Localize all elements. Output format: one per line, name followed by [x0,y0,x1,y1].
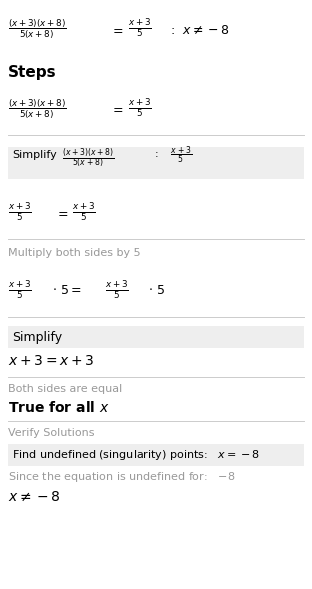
Text: Verify Solutions: Verify Solutions [8,428,95,438]
Text: Simplify: Simplify [12,330,62,343]
Text: $=$: $=$ [110,24,124,37]
Text: $\frac{(x+3)(x+8)}{5(x+8)}$: $\frac{(x+3)(x+8)}{5(x+8)}$ [8,97,67,121]
Text: $x\neq -8$: $x\neq -8$ [182,24,230,37]
Text: $=$: $=$ [110,102,124,115]
Text: $\frac{x+3}{5}$: $\frac{x+3}{5}$ [105,279,129,301]
Bar [8,147,304,179]
Text: Simplify: Simplify [12,150,57,160]
Text: $: \quad \frac{x+3}{5}$: $: \quad \frac{x+3}{5}$ [152,144,192,166]
Text: True for all $x$: True for all $x$ [8,399,110,415]
Text: $\frac{x+3}{5}$: $\frac{x+3}{5}$ [8,279,32,301]
Text: $\cdot\ 5 =$: $\cdot\ 5 =$ [52,284,82,297]
Text: Multiply both sides by 5: Multiply both sides by 5 [8,248,141,258]
Text: $\frac{(x+3)(x+8)}{5(x+8)}$: $\frac{(x+3)(x+8)}{5(x+8)}$ [62,147,115,170]
Text: $=$: $=$ [55,207,69,220]
Text: $\frac{x+3}{5}$: $\frac{x+3}{5}$ [128,97,152,119]
Text: $\frac{x+3}{5}$: $\frac{x+3}{5}$ [72,201,96,223]
Text: $x+3=x+3$: $x+3=x+3$ [8,354,95,368]
Text: Both sides are equal: Both sides are equal [8,384,122,394]
Text: $\frac{x+3}{5}$: $\frac{x+3}{5}$ [128,17,152,39]
Text: $\frac{(x+3)(x+8)}{5(x+8)}$: $\frac{(x+3)(x+8)}{5(x+8)}$ [8,17,67,41]
Bar [8,444,304,466]
Text: Since the equation is undefined for:   $-8$: Since the equation is undefined for: $-8… [8,470,235,484]
Text: $\frac{x+3}{5}$: $\frac{x+3}{5}$ [8,201,32,223]
Text: Steps: Steps [8,65,56,80]
Text: $:$: $:$ [168,24,175,37]
Text: $\cdot\ 5$: $\cdot\ 5$ [148,284,165,297]
Text: Find undefined (singularity) points:   $x=-8$: Find undefined (singularity) points: $x=… [12,448,260,462]
Bar [8,326,304,348]
Text: $x\neq -8$: $x\neq -8$ [8,490,61,504]
